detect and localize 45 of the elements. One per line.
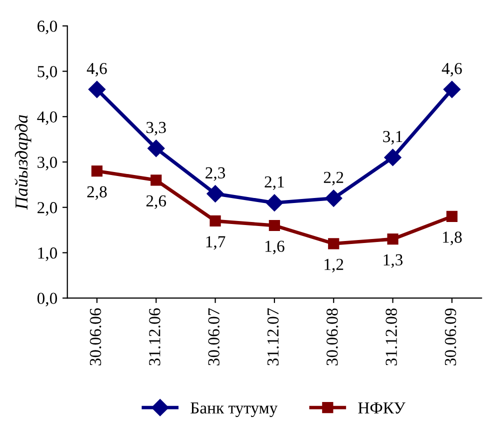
point	[387, 234, 398, 245]
point	[443, 80, 461, 98]
data-label: 1,6	[266, 240, 284, 254]
data-label: 2,2	[324, 172, 344, 186]
x-tick-label: 30.06.06	[90, 308, 102, 366]
point	[328, 238, 340, 250]
data-label: 4,6	[442, 62, 462, 77]
point	[88, 80, 106, 98]
data-label: 3,1	[383, 130, 402, 145]
y-tick-label: 1,0	[38, 247, 58, 262]
point	[91, 166, 103, 177]
point	[148, 140, 165, 157]
data-label: 1,8	[443, 232, 462, 246]
x-tick-label: 31.12.06	[149, 308, 160, 366]
y-axis-title: Пайыздарда	[14, 115, 32, 210]
point	[210, 215, 221, 227]
y-tick-label: 4,0	[37, 111, 58, 125]
x-tick-label: 30.06.08	[326, 308, 338, 366]
point	[325, 190, 342, 207]
data-label: 2,1	[264, 176, 284, 190]
data-label: 1,3	[384, 254, 403, 268]
data-label: 1,2	[324, 258, 344, 272]
data-label: 2,3	[206, 167, 226, 181]
point	[266, 194, 283, 212]
y-tick-label: 3,0	[38, 156, 58, 170]
data-label: 1,7	[206, 236, 226, 250]
point	[150, 174, 162, 186]
y-tick-label: 0,0	[37, 292, 58, 306]
y-tick-label: 5,0	[38, 66, 58, 80]
data-label: 4,6	[86, 62, 107, 77]
point	[446, 210, 458, 222]
data-label: 3,3	[146, 122, 166, 136]
x-tick-label: 30.06.07	[208, 308, 220, 366]
legend-label: Банк тутуму	[190, 402, 278, 417]
point	[268, 220, 280, 232]
point	[384, 148, 402, 166]
x-tick-label: 31.12.07	[267, 308, 279, 366]
x-tick-label: 31.12.08	[386, 308, 398, 366]
data-label: 2,6	[146, 195, 166, 209]
legend-label: НФКУ	[358, 402, 406, 414]
y-tick-label: 6,0	[38, 20, 58, 34]
x-tick-label: 30.06.09	[444, 308, 456, 366]
data-label: 2,8	[87, 186, 107, 200]
point	[206, 185, 224, 202]
y-tick-label: 2,0	[38, 202, 58, 216]
